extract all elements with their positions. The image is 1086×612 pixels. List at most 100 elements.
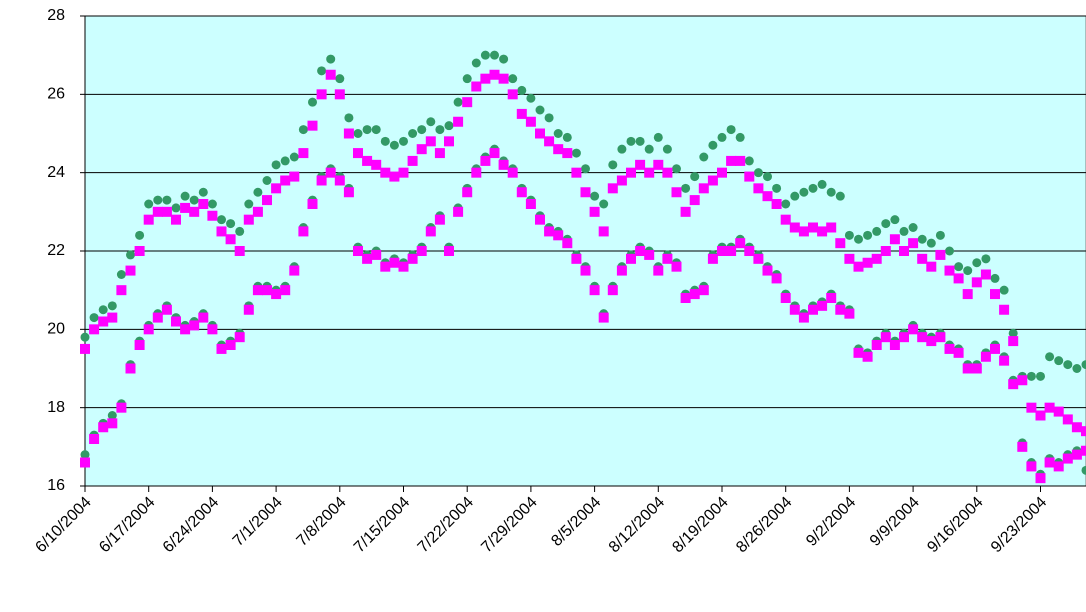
point bbox=[781, 199, 791, 209]
point bbox=[744, 171, 755, 182]
point bbox=[953, 273, 964, 284]
point bbox=[771, 199, 782, 209]
point bbox=[562, 238, 573, 249]
point bbox=[854, 234, 863, 244]
point bbox=[935, 230, 945, 240]
point bbox=[980, 269, 991, 280]
point bbox=[453, 206, 464, 217]
point bbox=[226, 219, 236, 229]
point bbox=[726, 125, 736, 135]
point bbox=[817, 179, 827, 189]
point bbox=[808, 304, 818, 315]
point bbox=[407, 253, 418, 264]
point bbox=[899, 332, 909, 343]
x-tick-label: 6/24/2004 bbox=[160, 494, 222, 556]
point bbox=[1026, 461, 1037, 472]
point bbox=[489, 69, 500, 80]
point bbox=[271, 160, 281, 170]
point bbox=[662, 144, 672, 154]
point bbox=[844, 308, 855, 319]
point bbox=[653, 159, 664, 170]
point bbox=[917, 253, 928, 264]
point bbox=[599, 199, 609, 209]
point bbox=[817, 300, 828, 311]
x-tick-label: 6/17/2004 bbox=[96, 494, 158, 556]
point bbox=[435, 125, 445, 135]
point bbox=[698, 285, 709, 296]
point bbox=[1062, 414, 1073, 425]
point bbox=[635, 136, 645, 146]
point bbox=[763, 172, 772, 182]
x-tick-label: 8/5/2004 bbox=[548, 494, 604, 550]
point bbox=[971, 363, 982, 374]
point bbox=[944, 343, 955, 354]
point bbox=[835, 304, 846, 315]
point bbox=[844, 253, 855, 264]
point bbox=[735, 238, 746, 249]
point bbox=[89, 313, 99, 323]
point bbox=[335, 74, 345, 84]
point bbox=[635, 246, 646, 256]
point bbox=[471, 167, 482, 178]
point bbox=[171, 214, 181, 225]
point bbox=[653, 132, 663, 142]
point bbox=[926, 261, 937, 272]
point bbox=[853, 261, 864, 272]
point bbox=[425, 136, 436, 147]
point bbox=[608, 160, 618, 170]
point bbox=[307, 120, 318, 131]
point bbox=[317, 66, 327, 76]
point bbox=[126, 250, 135, 260]
point bbox=[198, 199, 209, 209]
point bbox=[1044, 457, 1055, 468]
point bbox=[817, 226, 828, 237]
point bbox=[626, 136, 636, 146]
point bbox=[253, 187, 263, 197]
point bbox=[252, 285, 263, 296]
point bbox=[362, 125, 372, 135]
point bbox=[207, 324, 218, 335]
point bbox=[880, 332, 891, 343]
point bbox=[334, 175, 345, 186]
point bbox=[1017, 441, 1028, 452]
point bbox=[689, 289, 700, 300]
point bbox=[161, 206, 172, 217]
point bbox=[881, 219, 891, 229]
point bbox=[1044, 402, 1055, 413]
point bbox=[698, 183, 709, 194]
point bbox=[298, 226, 309, 237]
point bbox=[325, 69, 336, 80]
point bbox=[398, 261, 409, 272]
point bbox=[1035, 473, 1046, 484]
point bbox=[962, 363, 973, 374]
point bbox=[690, 172, 700, 182]
point bbox=[207, 210, 218, 221]
point bbox=[535, 128, 545, 139]
point bbox=[416, 144, 427, 155]
point bbox=[999, 285, 1009, 295]
point bbox=[116, 402, 127, 413]
point bbox=[225, 234, 236, 245]
point bbox=[772, 183, 782, 193]
x-tick-label: 9/23/2004 bbox=[988, 494, 1050, 556]
point bbox=[780, 293, 791, 303]
point bbox=[1071, 449, 1082, 460]
point bbox=[963, 266, 973, 276]
x-tick-label: 8/19/2004 bbox=[669, 494, 731, 556]
point bbox=[1081, 426, 1086, 437]
x-tick-label: 9/2/2004 bbox=[803, 494, 859, 550]
point bbox=[180, 191, 190, 201]
point bbox=[125, 265, 136, 276]
point bbox=[835, 191, 845, 201]
point bbox=[644, 144, 654, 154]
point bbox=[1081, 445, 1086, 456]
point bbox=[216, 226, 227, 237]
point bbox=[225, 340, 236, 350]
point bbox=[889, 340, 900, 350]
point bbox=[134, 340, 145, 350]
point bbox=[143, 214, 154, 225]
point bbox=[1026, 402, 1037, 413]
point bbox=[353, 148, 363, 159]
point bbox=[380, 261, 391, 272]
